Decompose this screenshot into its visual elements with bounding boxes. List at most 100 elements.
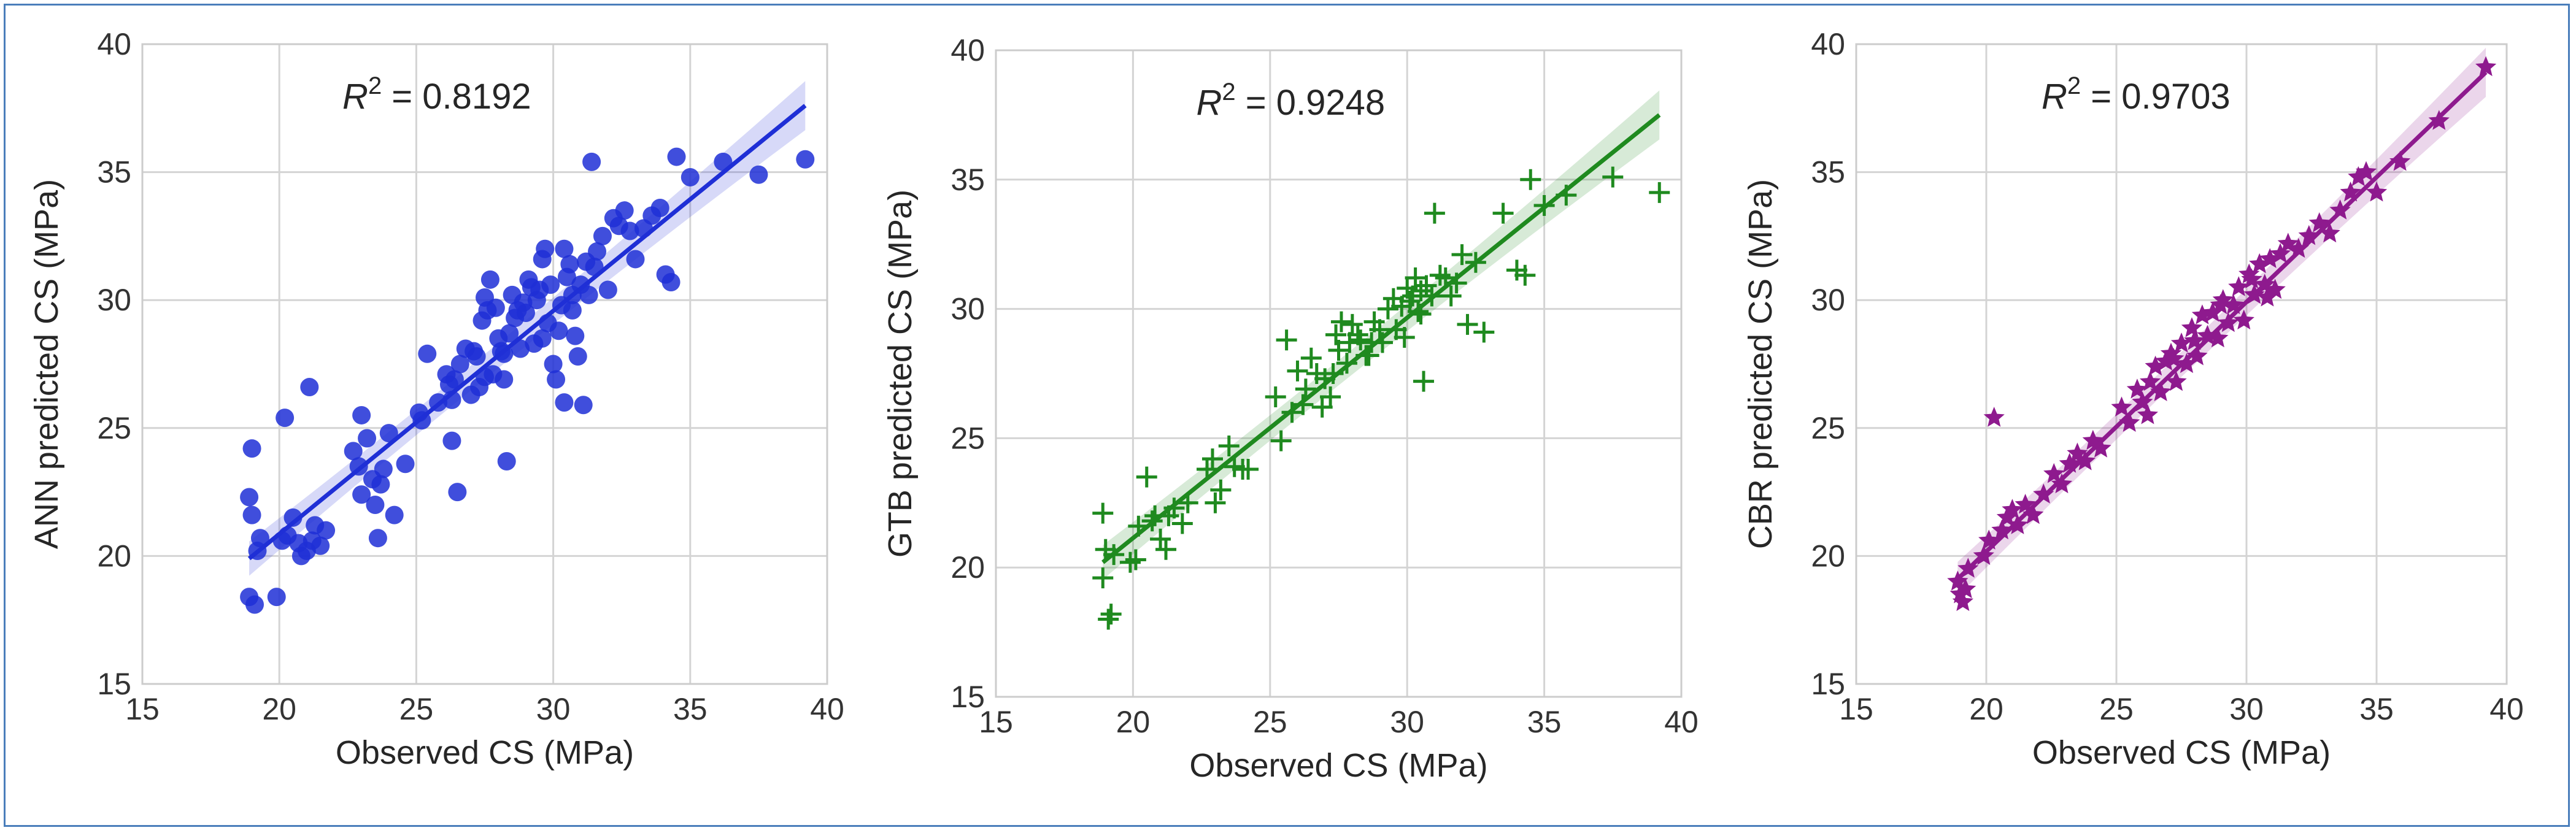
x-tick-label: 15 bbox=[1839, 692, 1873, 726]
data-point bbox=[1457, 313, 1478, 335]
data-point bbox=[1205, 492, 1226, 513]
data-point bbox=[1394, 326, 1415, 348]
data-point bbox=[450, 355, 469, 374]
data-point bbox=[650, 199, 669, 218]
y-tick-label: 30 bbox=[97, 283, 131, 317]
data-point bbox=[566, 326, 585, 345]
r-superscript: 2 bbox=[1222, 79, 1235, 106]
data-point bbox=[560, 255, 579, 274]
data-point bbox=[1330, 311, 1352, 332]
x-tick-label: 40 bbox=[810, 692, 844, 726]
data-point bbox=[1451, 244, 1473, 266]
data-point bbox=[396, 455, 415, 474]
data-point bbox=[344, 442, 363, 461]
data-point bbox=[317, 521, 336, 540]
data-point bbox=[749, 165, 768, 184]
data-point bbox=[366, 495, 385, 514]
y-tick-label: 35 bbox=[951, 163, 985, 197]
y-tick-label: 20 bbox=[951, 550, 985, 585]
data-point bbox=[1413, 370, 1435, 392]
data-point bbox=[615, 201, 634, 220]
data-point bbox=[588, 242, 607, 261]
data-point bbox=[681, 167, 700, 186]
x-tick-label: 30 bbox=[1390, 705, 1424, 739]
y-axis-label: CBR predicted CS (MPa) bbox=[1742, 179, 1779, 549]
x-axis-label: Observed CS (MPa) bbox=[1189, 747, 1487, 784]
data-point bbox=[242, 505, 261, 524]
data-point bbox=[796, 150, 815, 169]
y-tick-label: 40 bbox=[951, 33, 985, 67]
data-point bbox=[448, 483, 467, 502]
data-point bbox=[598, 280, 617, 299]
data-point bbox=[242, 439, 261, 458]
r-superscript: 2 bbox=[368, 72, 382, 99]
data-point bbox=[1602, 166, 1624, 188]
r-superscript: 2 bbox=[2067, 72, 2081, 99]
data-point bbox=[2319, 222, 2340, 243]
y-tick-label: 25 bbox=[1811, 411, 1845, 445]
x-tick-label: 30 bbox=[536, 692, 571, 726]
data-point bbox=[385, 505, 404, 524]
plot-area bbox=[1855, 43, 2508, 685]
y-tick-label: 30 bbox=[951, 292, 985, 326]
data-point bbox=[2228, 276, 2250, 296]
data-point bbox=[2389, 150, 2411, 171]
data-point bbox=[1098, 608, 1119, 630]
data-point bbox=[2119, 412, 2140, 432]
data-point bbox=[368, 529, 387, 548]
data-point bbox=[240, 488, 259, 507]
data-point bbox=[480, 270, 499, 289]
data-point bbox=[500, 324, 519, 343]
data-point bbox=[276, 409, 295, 428]
data-point bbox=[2075, 450, 2096, 470]
data-point bbox=[283, 508, 303, 527]
data-point bbox=[1270, 430, 1292, 451]
y-tick-label: 15 bbox=[951, 680, 985, 714]
data-point bbox=[1210, 479, 1232, 501]
data-point bbox=[2186, 345, 2208, 366]
data-point bbox=[2002, 499, 2023, 519]
data-point bbox=[620, 221, 639, 240]
data-point bbox=[497, 452, 516, 471]
data-point bbox=[2150, 381, 2172, 401]
data-point bbox=[667, 147, 686, 166]
data-point bbox=[2202, 302, 2223, 322]
data-point bbox=[495, 370, 514, 389]
data-point bbox=[661, 272, 681, 291]
x-tick-label: 35 bbox=[673, 692, 708, 726]
data-point bbox=[516, 304, 535, 323]
data-point bbox=[2210, 294, 2231, 315]
x-tick-label: 15 bbox=[979, 705, 1013, 739]
data-point bbox=[2023, 504, 2044, 524]
r-squared-annotation: R2 = 0.9248 bbox=[1196, 79, 1385, 123]
data-point bbox=[1952, 591, 1973, 612]
data-point bbox=[555, 239, 574, 258]
data-point bbox=[1492, 202, 1514, 224]
data-point bbox=[300, 378, 319, 397]
x-tick-label: 25 bbox=[1253, 705, 1287, 739]
y-tick-label: 15 bbox=[1811, 667, 1845, 701]
data-point bbox=[2207, 327, 2229, 348]
data-point bbox=[1265, 386, 1286, 407]
data-point bbox=[442, 431, 461, 450]
data-point bbox=[2249, 253, 2270, 274]
y-tick-label: 30 bbox=[1811, 283, 1845, 317]
data-point bbox=[1320, 386, 1341, 407]
data-point bbox=[1325, 324, 1347, 345]
data-point bbox=[2288, 237, 2309, 258]
data-point bbox=[2051, 473, 2073, 494]
y-tick-label: 25 bbox=[97, 411, 131, 445]
data-point bbox=[574, 396, 593, 415]
data-point bbox=[2270, 243, 2291, 263]
data-point bbox=[1155, 539, 1177, 560]
data-point bbox=[1473, 321, 1495, 343]
r-symbol: R bbox=[2042, 77, 2067, 117]
data-point bbox=[2033, 483, 2054, 504]
data-point bbox=[1295, 378, 1316, 400]
data-point bbox=[1276, 329, 1297, 351]
r-value: = 0.8192 bbox=[382, 77, 531, 117]
data-point bbox=[536, 239, 555, 258]
data-point bbox=[1983, 407, 2005, 427]
data-point bbox=[352, 405, 371, 424]
